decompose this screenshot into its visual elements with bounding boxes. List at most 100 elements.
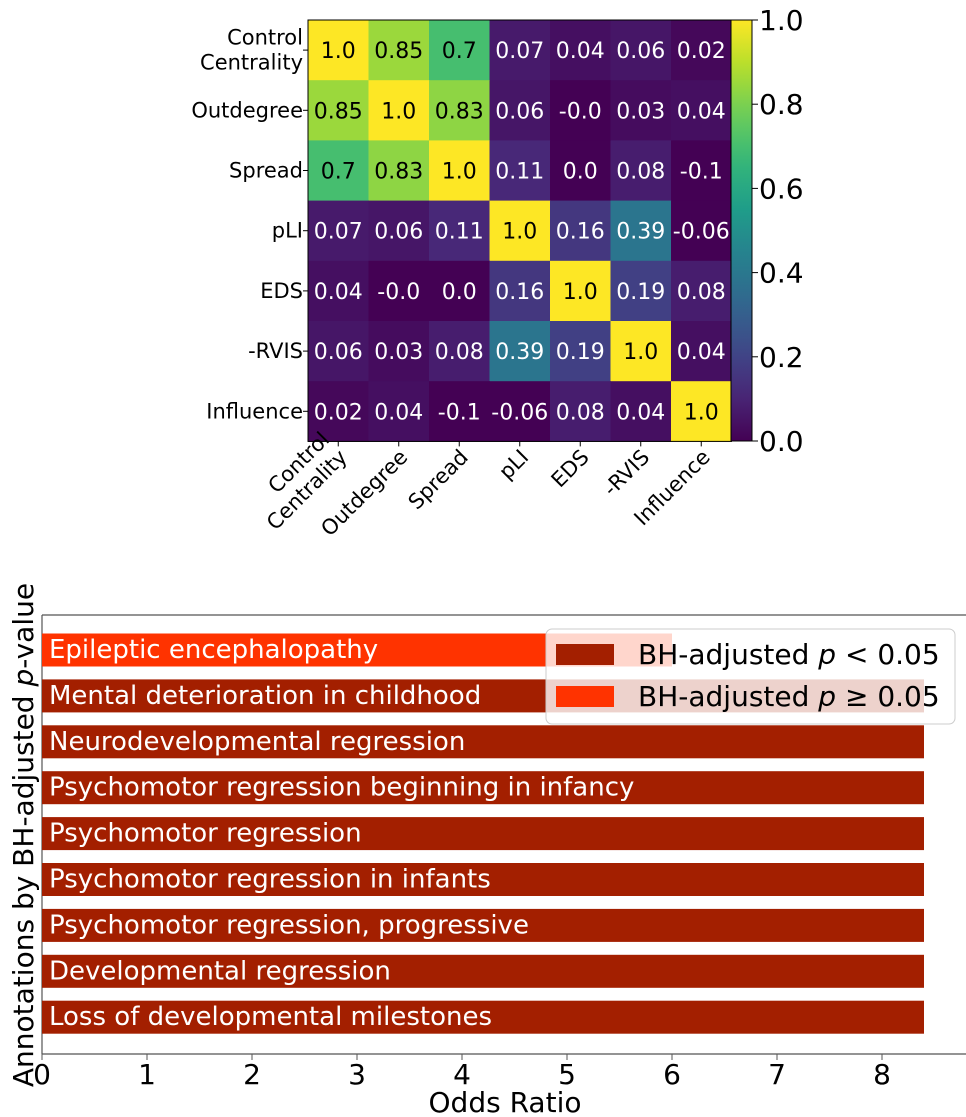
heatmap-cell xyxy=(489,80,551,141)
legend-swatch xyxy=(556,644,614,665)
column-label: pLI xyxy=(494,445,533,484)
heatmap-cell xyxy=(368,80,430,141)
heatmap-cell-label: 0.16 xyxy=(495,280,544,305)
heatmap-cell-label: 0.04 xyxy=(374,400,423,425)
heatmap-cell xyxy=(368,260,430,322)
heatmap-cell-label: 0.83 xyxy=(435,99,484,124)
heatmap-cell-label: 0.04 xyxy=(677,340,726,365)
heatmap-cell xyxy=(368,20,430,81)
heatmap-cell-label: 0.06 xyxy=(495,99,544,124)
y-axis-label-part: -value xyxy=(7,583,40,669)
x-tick-label: 3 xyxy=(348,1058,366,1091)
heatmap-cell xyxy=(671,140,732,202)
legend-entry-italic: p xyxy=(817,638,836,671)
legend-box xyxy=(545,628,956,725)
heatmap-cell xyxy=(671,381,732,442)
heatmap-cell-label: 0.04 xyxy=(677,99,726,124)
bar xyxy=(42,1000,924,1034)
heatmap-cell xyxy=(489,200,551,262)
row-label: pLI xyxy=(272,219,303,243)
heatmap-cell-label: 0.04 xyxy=(556,39,605,64)
correlation-heatmap: 1.0 0.85 0.7 0.07 0.04 0.06 0.02 0.85 1.0 0.83 0.0… xyxy=(191,19,732,541)
heatmap-cell xyxy=(610,321,672,382)
column-label: -RVIS xyxy=(598,445,654,501)
x-tick-label: 4 xyxy=(453,1058,471,1091)
row-label: Outdegree xyxy=(191,98,303,122)
row-label: EDS xyxy=(260,279,303,303)
heatmap-cell-label: 0.19 xyxy=(556,340,605,365)
bar xyxy=(42,725,924,759)
heatmap-cell-label: 0.02 xyxy=(677,39,726,64)
heatmap-cell xyxy=(610,381,672,442)
heatmap-cell xyxy=(550,321,611,382)
heatmap-cell xyxy=(550,260,611,322)
heatmap-cell-label: 0.11 xyxy=(495,160,544,185)
heatmap-cell xyxy=(671,321,732,382)
x-tick-label: 8 xyxy=(873,1058,891,1091)
heatmap-cell xyxy=(489,381,551,442)
row-label-line: -RVIS xyxy=(248,339,303,363)
bar-label: Psychomotor regression beginning in infa… xyxy=(49,773,634,803)
heatmap-cell-label: 0.06 xyxy=(374,220,423,245)
heatmap-cell-label: 1.0 xyxy=(502,220,537,245)
heatmap-cell xyxy=(429,140,490,202)
heatmap-cell-label: 0.85 xyxy=(314,99,363,124)
heatmap-cell-label: 0.19 xyxy=(616,280,665,305)
heatmap-cell xyxy=(610,260,672,322)
heatmap-cell xyxy=(671,20,732,81)
heatmap-cell xyxy=(429,321,490,382)
heatmap-cell xyxy=(308,381,369,442)
heatmap-cell xyxy=(308,140,369,202)
colorbar-tick-label: 0.8 xyxy=(759,88,804,121)
row-label-line: Influence xyxy=(206,399,303,423)
heatmap-cell-label: 0.11 xyxy=(435,220,484,245)
heatmap-cell xyxy=(429,200,490,262)
x-tick-label: 6 xyxy=(663,1058,681,1091)
heatmap-cell-label: 0.07 xyxy=(314,220,363,245)
column-label-line: EDS xyxy=(547,445,594,492)
heatmap-cell-label: 0.08 xyxy=(677,280,726,305)
heatmap-cell xyxy=(368,200,430,262)
colorbar: 0.0 0.2 0.4 0.6 0.8 1.0 xyxy=(730,4,804,458)
bar-label: Epileptic encephalopathy xyxy=(49,635,378,665)
colorbar-tick-label: 1.0 xyxy=(759,4,804,37)
x-tick-label: 0 xyxy=(33,1058,51,1091)
column-label-line: pLI xyxy=(494,445,533,484)
row-label-line: EDS xyxy=(260,279,303,303)
bar-label: Developmental regression xyxy=(49,956,391,986)
heatmap-cell xyxy=(308,260,369,322)
heatmap-cell xyxy=(610,200,672,262)
heatmap-cell xyxy=(550,381,611,442)
bar-label: Psychomotor regression in infants xyxy=(49,865,491,895)
heatmap-cell-label: 0.08 xyxy=(556,400,605,425)
heatmap-cell xyxy=(429,381,490,442)
heatmap-cell-label: -0.06 xyxy=(491,400,548,425)
bar-label: Psychomotor regression xyxy=(49,819,362,849)
column-label-line: Spread xyxy=(404,445,473,514)
heatmap-cell xyxy=(489,140,551,202)
y-axis-label-part: Annotations by BH-adjusted xyxy=(7,687,40,1088)
heatmap-cell xyxy=(550,20,611,81)
bar xyxy=(42,863,924,896)
legend-entry-part: BH-adjusted xyxy=(638,638,818,671)
heatmap-cell xyxy=(308,200,369,262)
heatmap-cell-label: 0.85 xyxy=(374,39,423,64)
heatmap-cell xyxy=(671,200,732,262)
colorbar-tick-label: 0.4 xyxy=(759,257,804,290)
heatmap-cell-label: 1.0 xyxy=(684,400,719,425)
heatmap-cell xyxy=(308,80,369,141)
heatmap-cell-label: 0.0 xyxy=(563,160,598,185)
heatmap-cell-label: 1.0 xyxy=(442,160,477,185)
bar xyxy=(42,771,924,805)
row-label: Control Centrality xyxy=(200,26,303,75)
heatmap-cell-label: 0.16 xyxy=(556,220,605,245)
heatmap-cell xyxy=(489,20,551,81)
heatmap-cell xyxy=(550,80,611,141)
heatmap-cell xyxy=(550,140,611,202)
colorbar-bar xyxy=(730,19,753,442)
heatmap-cell-label: 0.06 xyxy=(314,340,363,365)
heatmap-cell-label: 0.03 xyxy=(374,340,423,365)
heatmap-cell xyxy=(429,20,490,81)
heatmap-cell-label: 0.04 xyxy=(616,400,665,425)
